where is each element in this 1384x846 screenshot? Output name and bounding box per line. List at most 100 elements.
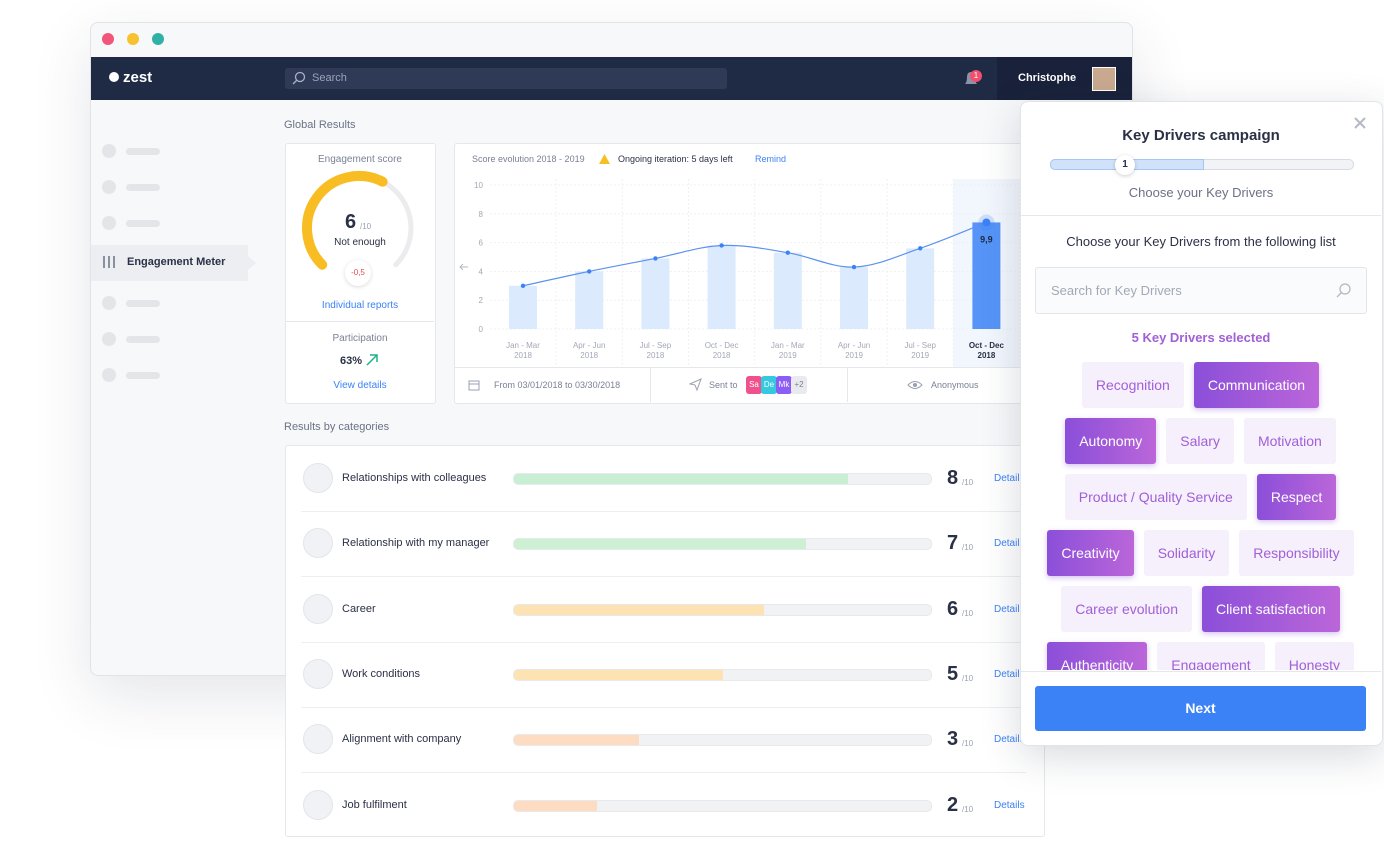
- score-track: [513, 538, 932, 551]
- score-track: [513, 734, 932, 747]
- logo[interactable]: zest: [123, 69, 153, 86]
- close-dot[interactable]: [102, 33, 114, 45]
- driver-chip[interactable]: Recognition: [1081, 362, 1184, 408]
- x-tick-label: Oct - Dec: [969, 341, 1005, 350]
- driver-list: Recognition Communication Autonomy Salary Mo…: [1035, 362, 1366, 670]
- driver-chip[interactable]: Product / Quality Service: [1064, 474, 1247, 520]
- row-divider: [301, 641, 1026, 643]
- x-tick-label: 2018: [647, 351, 665, 360]
- score-scale: /10: [962, 608, 974, 618]
- score-scale: /10: [962, 804, 974, 814]
- nav-dot: [102, 144, 116, 158]
- nav-dot: [102, 332, 116, 346]
- nav-dot: [102, 368, 116, 382]
- category-name: Career: [342, 602, 376, 615]
- driver-chip[interactable]: Career evolution: [1061, 586, 1192, 632]
- score-value: 8: [947, 467, 959, 489]
- x-tick-label: Jul - Sep: [904, 341, 936, 350]
- details-link[interactable]: Details: [994, 668, 1025, 680]
- bar: [972, 222, 1001, 329]
- driver-chip[interactable]: Creativity: [1047, 530, 1134, 576]
- details-link[interactable]: Details: [994, 538, 1025, 550]
- score-track: [513, 473, 932, 485]
- score-bar: [514, 669, 723, 680]
- driver-chip[interactable]: Solidarity: [1143, 530, 1230, 576]
- nav-dot: [102, 180, 116, 194]
- details-link[interactable]: Details: [994, 799, 1025, 811]
- category-name: Relationship with my manager: [342, 537, 490, 550]
- logo-icon: [109, 72, 119, 82]
- calendar-icon: [468, 380, 480, 391]
- score-scale: /10: [360, 222, 372, 231]
- date-range: From 03/01/2018 to 03/30/2018: [494, 380, 621, 390]
- driver-search[interactable]: [1035, 267, 1367, 314]
- annotation: 9,9: [980, 234, 993, 244]
- nav-dot: [102, 216, 116, 230]
- close-button[interactable]: [1354, 117, 1366, 129]
- x-tick-label: 2019: [911, 351, 929, 360]
- driver-chip[interactable]: Engagement: [1157, 642, 1265, 670]
- gauge: [302, 171, 414, 270]
- driver-chip[interactable]: Authenticity: [1046, 642, 1148, 670]
- maximize-dot[interactable]: [152, 33, 164, 45]
- search-box[interactable]: [285, 68, 727, 89]
- nav-active-label[interactable]: Engagement Meter: [127, 256, 226, 268]
- avatar: [1092, 67, 1116, 91]
- divider: [1021, 215, 1381, 216]
- y-tick-label: 6: [479, 239, 484, 248]
- category-name: Job fulfilment: [342, 798, 407, 811]
- reports-link[interactable]: Individual reports: [321, 300, 399, 311]
- category-icon: [303, 593, 333, 624]
- x-tick-label: 2018: [580, 351, 598, 360]
- recipient: De: [761, 376, 777, 394]
- driver-chip[interactable]: Honesty: [1274, 642, 1355, 670]
- x-tick-label: Apr - Jun: [573, 341, 605, 350]
- next-button[interactable]: Next: [1035, 686, 1366, 731]
- modal-title: Key Drivers campaign: [1122, 127, 1280, 144]
- score-value: 5: [947, 662, 959, 685]
- x-tick-label: 2018: [514, 351, 532, 360]
- row-divider: [301, 772, 1026, 774]
- score-track: [513, 799, 932, 812]
- marker: [653, 256, 658, 261]
- nav-active[interactable]: [91, 245, 248, 281]
- driver-search-placeholder: Search for Key Drivers: [1051, 283, 1182, 298]
- divider: [650, 368, 651, 402]
- driver-chip[interactable]: Salary: [1166, 418, 1234, 464]
- category-icon: [303, 528, 333, 559]
- driver-chip[interactable]: Client satisfaction: [1202, 586, 1340, 632]
- details-link[interactable]: Details: [994, 603, 1025, 615]
- x-tick-label: Jan - Mar: [771, 341, 805, 350]
- driver-chip[interactable]: Motivation: [1243, 418, 1336, 464]
- recipient: Mk: [776, 376, 792, 394]
- send-icon: [689, 378, 702, 391]
- modal-prompt: Choose your Key Drivers from the followi…: [1066, 234, 1336, 249]
- driver-chip[interactable]: Autonomy: [1065, 418, 1157, 464]
- bar: [906, 248, 935, 329]
- score-value: 3: [947, 728, 959, 751]
- driver-chip[interactable]: Respect: [1256, 474, 1337, 520]
- remind-link[interactable]: Remind: [755, 154, 787, 164]
- nav-line: [126, 372, 160, 379]
- details-link[interactable]: View details: [333, 380, 387, 391]
- details-link[interactable]: Details: [994, 734, 1025, 746]
- score-value: 2: [947, 793, 959, 816]
- score-status: Not enough: [334, 237, 386, 248]
- minimize-dot[interactable]: [127, 33, 139, 45]
- section-title: Results by categories: [284, 421, 390, 433]
- details-link[interactable]: Details: [994, 473, 1025, 484]
- nav-line: [126, 336, 160, 343]
- row-divider: [301, 576, 1026, 578]
- back-arrow: [459, 263, 468, 271]
- categories-card: Relationships with colleagues 8/10 Details…: [285, 445, 1045, 837]
- driver-chip[interactable]: Communication: [1193, 362, 1320, 408]
- category-icon: [303, 724, 333, 755]
- x-tick-label: 2018: [713, 351, 731, 360]
- divider: [847, 368, 848, 402]
- category-icon: [303, 463, 333, 493]
- score-scale: /10: [962, 739, 974, 749]
- driver-chip[interactable]: Responsibility: [1239, 530, 1354, 576]
- score-value: 6: [345, 211, 357, 233]
- x-tick-label: 2019: [845, 351, 863, 360]
